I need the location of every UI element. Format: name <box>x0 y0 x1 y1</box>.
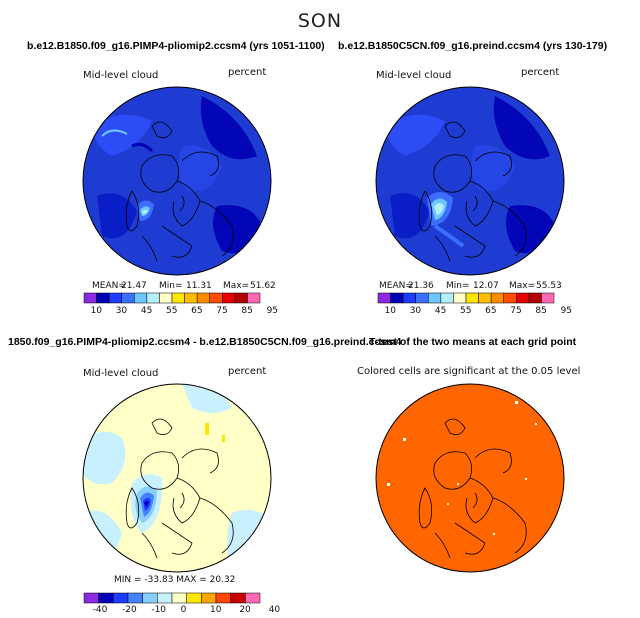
colorbar-swatch <box>171 292 185 304</box>
colorbar-swatch <box>121 292 135 304</box>
colorbar-swatch <box>222 292 236 304</box>
panel-2-units: percent <box>521 67 560 78</box>
colorbar-swatch <box>415 292 429 304</box>
colorbar-tick-label: 55 <box>460 306 472 316</box>
panel-1-min-label: Min= <box>159 281 183 291</box>
colorbar-tick-label: 95 <box>266 306 279 316</box>
colorbar-swatch <box>83 592 99 604</box>
panel-3-variable-label: Mid-level cloud <box>83 368 159 379</box>
colorbar-swatch <box>390 292 404 304</box>
colorbar-swatch <box>516 292 530 304</box>
colorbar-swatch <box>186 592 202 604</box>
colorbar-swatch <box>245 592 261 604</box>
panel-2-min-label: Min= <box>446 281 470 291</box>
colorbar-tick-label: 85 <box>241 306 253 316</box>
panel-2-variable-label: Mid-level cloud <box>376 70 452 81</box>
colorbar-tick-label: 85 <box>535 306 547 316</box>
panel-1-mean-label: MEAN= <box>92 281 126 291</box>
panel-2-colorbar <box>377 292 555 304</box>
panel-1-title: b.e12.B1850.f09_g16.PIMP4-pliomip2.ccsm4… <box>27 40 325 52</box>
colorbar-swatch <box>157 592 173 604</box>
panel-2-max-value: 55.53 <box>536 281 562 291</box>
colorbar-tick-label: 0 <box>180 605 187 615</box>
panel-1-variable-label: Mid-level cloud <box>83 70 159 81</box>
colorbar-tick-label: 10 <box>384 306 397 316</box>
colorbar-tick-label: 45 <box>140 306 153 316</box>
colorbar-swatch <box>377 292 391 304</box>
colorbar-swatch <box>230 592 246 604</box>
colorbar-swatch <box>402 292 416 304</box>
colorbar-tick-label: 45 <box>434 306 447 316</box>
colorbar-swatch <box>134 292 148 304</box>
colorbar-swatch <box>234 292 248 304</box>
colorbar-swatch <box>215 592 231 604</box>
colorbar-tick-label: 10 <box>210 605 222 615</box>
colorbar-tick-label: 75 <box>216 306 228 316</box>
colorbar-tick-label: -40 <box>92 605 108 615</box>
colorbar-swatch <box>490 292 504 304</box>
colorbar-swatch <box>209 292 223 304</box>
panel-4-map <box>375 383 565 573</box>
panel-3-colorbar <box>83 592 261 604</box>
colorbar-swatch <box>171 592 187 604</box>
colorbar-swatch <box>428 292 442 304</box>
colorbar-swatch <box>146 292 160 304</box>
panel-2-mean-value: 21.36 <box>408 281 434 291</box>
colorbar-swatch <box>98 592 114 604</box>
colorbar-swatch <box>142 592 158 604</box>
colorbar-tick-label: -20 <box>122 605 137 615</box>
colorbar-tick-label: 65 <box>191 306 203 316</box>
colorbar-swatch <box>247 292 261 304</box>
panel-2-map <box>375 86 565 276</box>
colorbar-tick-label: 75 <box>510 306 522 316</box>
panel-4-significance-note: Colored cells are significant at the 0.0… <box>357 366 581 377</box>
panel-1-mean-value: 21.47 <box>121 281 147 291</box>
panel-1-min-value: 11.31 <box>186 281 212 291</box>
panel-1-max-value: 51.62 <box>250 281 276 291</box>
panel-3-min-max: MIN = -33.83 MAX = 20.32 <box>114 575 236 585</box>
colorbar-swatch <box>478 292 492 304</box>
season-title: SON <box>297 10 343 32</box>
colorbar-tick-label: 65 <box>485 306 497 316</box>
colorbar-swatch <box>83 292 97 304</box>
colorbar-swatch <box>201 592 217 604</box>
colorbar-swatch <box>453 292 467 304</box>
panel-1-units: percent <box>228 67 267 78</box>
colorbar-tick-label: 30 <box>409 306 422 316</box>
panel-1-map <box>82 86 272 276</box>
colorbar-swatch <box>159 292 173 304</box>
colorbar-swatch <box>113 592 129 604</box>
colorbar-tick-label: 20 <box>239 605 251 615</box>
colorbar-swatch <box>440 292 454 304</box>
colorbar-tick-label: 10 <box>90 306 103 316</box>
colorbar-swatch <box>96 292 110 304</box>
panel-3-title: 1850.f09_g16.PIMP4-pliomip2.ccsm4 - b.e1… <box>8 336 402 348</box>
colorbar-swatch <box>184 292 198 304</box>
panel-3-units: percent <box>228 366 267 377</box>
panel-2-mean-label: MEAN= <box>379 281 413 291</box>
panel-4-title: T-test of the two means at each grid poi… <box>369 336 577 348</box>
colorbar-tick-label: -10 <box>151 605 167 615</box>
panel-2-min-value: 12.07 <box>473 281 499 291</box>
panel-1-max-label: Max= <box>223 281 250 291</box>
colorbar-tick-label: 95 <box>560 306 573 316</box>
panel-2-max-label: Max= <box>509 281 536 291</box>
colorbar-swatch <box>541 292 555 304</box>
panel-1-colorbar <box>83 292 261 304</box>
colorbar-tick-label: 40 <box>268 605 281 615</box>
colorbar-tick-label: 30 <box>115 306 128 316</box>
panel-2-title: b.e12.B1850C5CN.f09_g16.preind.ccsm4 (yr… <box>338 40 608 52</box>
colorbar-swatch <box>108 292 122 304</box>
colorbar-swatch <box>196 292 210 304</box>
colorbar-tick-label: 55 <box>166 306 178 316</box>
panel-3-map <box>82 383 272 573</box>
colorbar-swatch <box>503 292 517 304</box>
colorbar-swatch <box>528 292 542 304</box>
colorbar-swatch <box>127 592 143 604</box>
colorbar-swatch <box>465 292 479 304</box>
